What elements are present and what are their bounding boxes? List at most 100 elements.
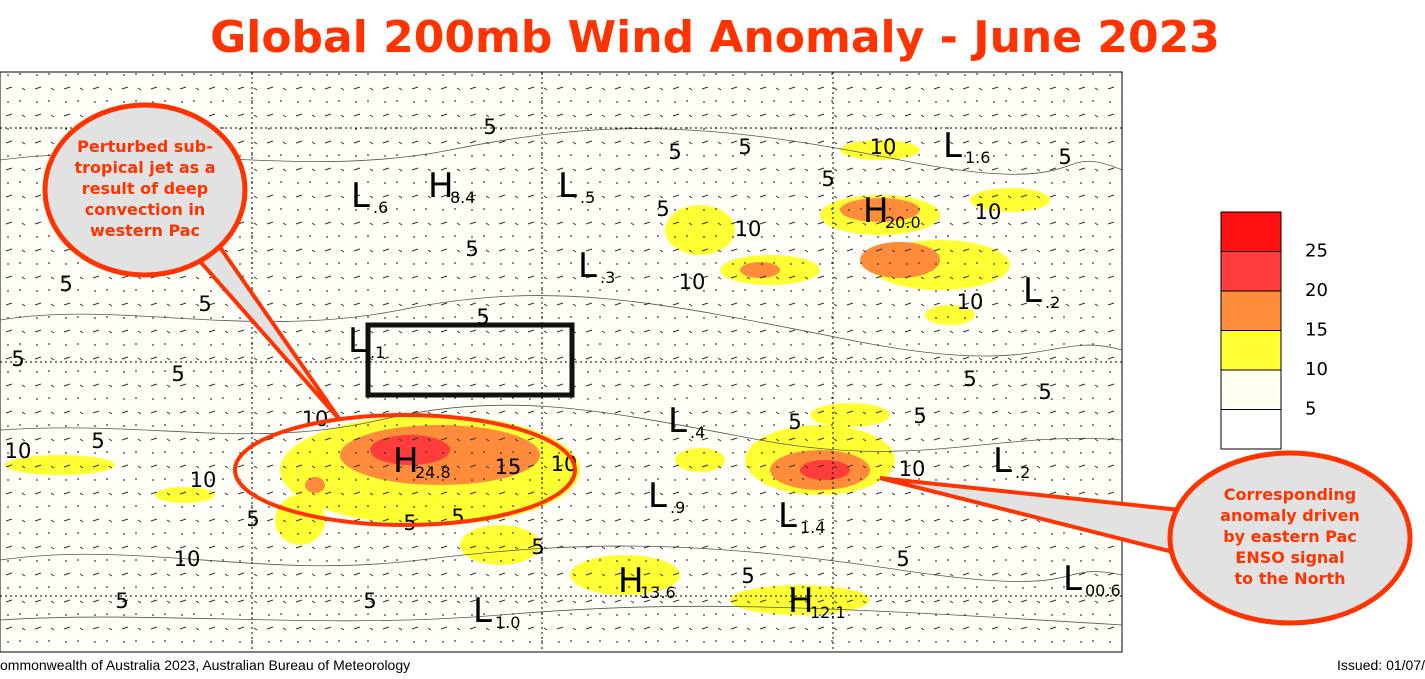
contour-label: 5 (171, 362, 184, 386)
contour-label: 10 (899, 457, 926, 481)
center-value: 12.1 (810, 603, 846, 622)
contour-label: 10 (870, 135, 897, 159)
center-value: .1 (370, 343, 385, 362)
callout-text: tropical jet as a (74, 158, 215, 177)
contour-label: 5 (59, 272, 72, 296)
legend-swatch (1220, 369, 1282, 410)
contour-label: 5 (913, 404, 926, 428)
contour-label: 10 (957, 290, 984, 314)
callout-left: Perturbed sub-tropical jet as a result of… (42, 102, 342, 422)
legend: 25 20 15 10 5 (1220, 211, 1328, 450)
contour-label: 5 (476, 305, 489, 329)
callout-text: by eastern Pac (1223, 527, 1357, 546)
contour-label: 5 (531, 535, 544, 559)
contour-label: 5 (1038, 380, 1051, 404)
callout-text: Perturbed sub- (77, 137, 213, 156)
center-letter: H (393, 441, 419, 481)
contour-label: 5 (668, 140, 681, 164)
center-value: 1.0 (495, 613, 520, 632)
contour-label: 5 (451, 505, 464, 529)
legend-swatch (1220, 330, 1282, 371)
callout-text: ENSO signal (1235, 548, 1344, 567)
center-value: 20.0 (885, 213, 921, 232)
title: Global 200mb Wind Anomaly - June 2023 (210, 12, 1220, 63)
center-letter: H (863, 191, 889, 231)
legend-label: 20 (1305, 280, 1328, 301)
center-letter: L (993, 441, 1012, 481)
contour-label: 10 (679, 270, 706, 294)
center-letter: L (668, 401, 687, 441)
contour-label: 5 (465, 237, 478, 261)
contour-label: 10 (5, 439, 32, 463)
callout-text: convection in (85, 200, 206, 219)
contour-label: 5 (363, 589, 376, 613)
highlight-ring (233, 413, 577, 527)
legend-swatch (1220, 409, 1282, 450)
callout-text: western Pac (90, 221, 200, 240)
contour-label: 5 (896, 547, 909, 571)
legend-swatch (1220, 211, 1282, 252)
center-value: .5 (580, 188, 595, 207)
center-value: .2 (1015, 463, 1030, 482)
center-letter: L (351, 176, 370, 216)
legend-label: 15 (1305, 320, 1328, 341)
contour-label: 5 (11, 347, 24, 371)
center-value: 13.6 (640, 583, 676, 602)
contour-label: 10 (190, 468, 217, 492)
center-value: 8.4 (450, 188, 475, 207)
center-value: 1.6 (965, 148, 990, 167)
contour-label: 5 (483, 115, 496, 139)
center-value: .2 (1045, 293, 1060, 312)
contour-label: 5 (963, 367, 976, 391)
callout-right: Corresponding anomaly driven by eastern Pa… (879, 450, 1413, 626)
center-letter: H (618, 561, 644, 601)
center-letter: L (558, 166, 577, 206)
center-value: 00.6 (1085, 581, 1121, 600)
contour-label: 5 (741, 564, 754, 588)
center-value: .3 (600, 268, 615, 287)
callout-text: Corresponding (1224, 485, 1357, 504)
contour-label: 5 (738, 135, 751, 159)
contour-label: 5 (821, 167, 834, 191)
legend-label: 25 (1305, 241, 1328, 262)
center-value: 1.4 (800, 518, 825, 537)
legend-label: 5 (1305, 399, 1316, 420)
center-letter: L (778, 496, 797, 536)
contour-label: 15 (495, 455, 522, 479)
contour-label: 5 (198, 292, 211, 316)
callout-text: to the North (1235, 569, 1346, 588)
center-letter: H (788, 581, 814, 621)
contour-label: 5 (788, 410, 801, 434)
footer-right: Issued: 01/07/ (1337, 657, 1425, 673)
center-letter: L (578, 246, 597, 286)
contour-label: 5 (1058, 145, 1071, 169)
legend-swatch (1220, 290, 1282, 331)
center-letter: L (348, 321, 367, 361)
contour-label: 10 (735, 217, 762, 241)
center-value: .6 (373, 198, 388, 217)
center-letter: L (473, 591, 492, 631)
legend-label: 10 (1305, 359, 1328, 380)
center-letter: L (943, 126, 962, 166)
center-value: .4 (690, 423, 705, 442)
focus-box (365, 322, 575, 398)
contour-label: 5 (91, 429, 104, 453)
center-letter: L (1023, 271, 1042, 311)
center-letter: L (648, 476, 667, 516)
contour-label: 10 (975, 200, 1002, 224)
contour-label: 5 (656, 197, 669, 221)
center-value: 24.8 (415, 463, 451, 482)
center-value: .9 (670, 498, 685, 517)
legend-swatch (1220, 251, 1282, 292)
contour-label: 10 (174, 547, 201, 571)
contour-label: 10 (302, 407, 329, 431)
contour-label: 5 (246, 507, 259, 531)
graticule (0, 72, 1122, 652)
center-letter: L (1063, 559, 1082, 599)
footer-left: ommonwealth of Australia 2023, Australia… (0, 657, 410, 673)
center-letter: H (428, 166, 454, 206)
callout-text: result of deep (82, 179, 209, 198)
callout-text: anomaly driven (1220, 506, 1360, 525)
contour-label: 5 (115, 589, 128, 613)
